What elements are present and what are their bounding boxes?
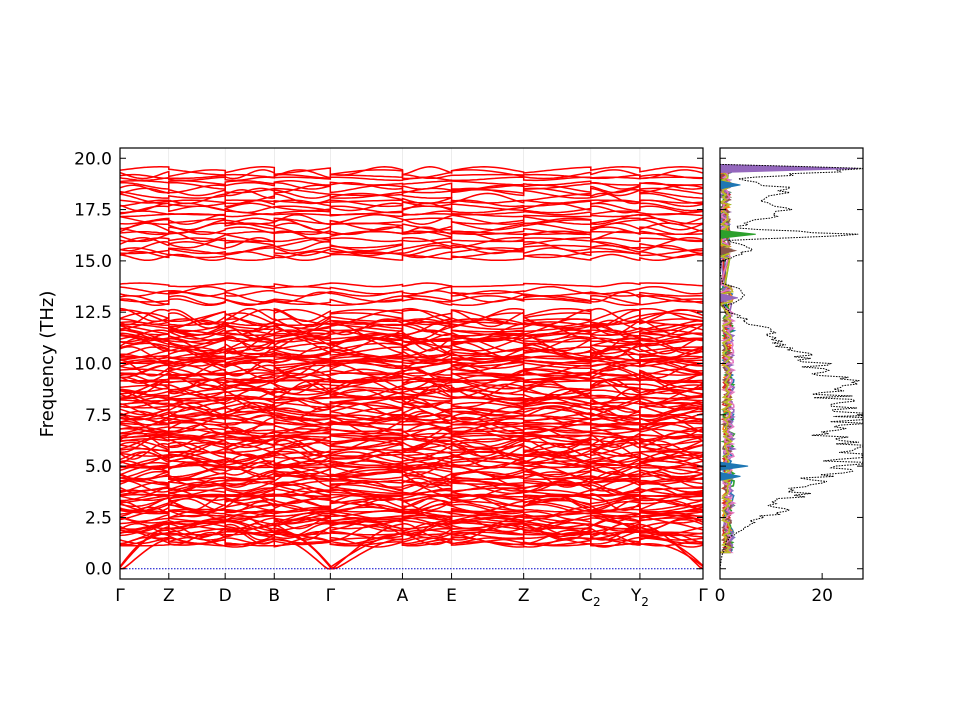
projected-dos-peak: [720, 164, 858, 174]
y-tick-label: 0.0: [85, 560, 112, 580]
band-line: [120, 219, 703, 231]
total-dos-line: [720, 163, 863, 569]
dos-x-tick-label: 0: [715, 586, 726, 606]
band-line: [120, 521, 703, 532]
band-y-axis-ticks: 0.0 2.5 5.0 7.5 10.0 12.5 15.0 17.5 20.0: [74, 149, 703, 580]
band-line: [120, 166, 703, 176]
band-line: [120, 187, 703, 197]
band-line: [120, 202, 703, 212]
y-tick-label: 15.0: [74, 252, 112, 272]
band-line: [120, 307, 703, 323]
band-line: [120, 493, 703, 502]
band-line: [120, 244, 703, 255]
y-axis-label: Frequency (THz): [37, 291, 58, 438]
x-tick-label: Z: [163, 586, 175, 606]
x-tick-label: A: [397, 586, 409, 606]
total-dos-curve: [720, 163, 863, 569]
y-tick-label: 7.5: [85, 406, 112, 426]
band-line: [120, 337, 703, 355]
band-line: [120, 388, 703, 405]
dos-x-axis-ticks: 0 20: [715, 573, 833, 606]
dos-plot-frame: [719, 147, 864, 580]
dos-y-axis-ticks: [720, 157, 863, 570]
y-tick-label: 12.5: [74, 303, 112, 323]
band-line: [120, 523, 703, 541]
projected-dos-peak: [720, 246, 738, 256]
band-lines: [120, 166, 703, 570]
band-line: [120, 462, 703, 475]
projected-dos-peak: [720, 471, 741, 481]
projected-dos: [720, 164, 858, 554]
band-line: [120, 481, 703, 495]
y-tick-label: 20.0: [74, 149, 112, 169]
band-line: [120, 426, 703, 441]
band-line: [120, 312, 703, 329]
band-line: [120, 289, 703, 297]
band-line: [120, 237, 703, 243]
band-line: [120, 454, 703, 467]
band-line: [120, 285, 703, 295]
x-tick-label: Γ: [698, 586, 708, 606]
band-line: [120, 499, 703, 513]
band-line: [120, 510, 703, 517]
band-structure-plot: 0.0 2.5 5.0 7.5 10.0 12.5 15.0 17.5 20.0 Γ Z D B Γ A E…: [37, 147, 708, 609]
projected-dos-curve: [720, 170, 734, 554]
x-tick-label: D: [219, 586, 232, 606]
band-line: [120, 253, 703, 262]
x-tick-label: C2: [581, 586, 601, 609]
band-line: [120, 436, 703, 451]
projected-dos-peak: [720, 461, 749, 471]
x-tick-label: Y2: [630, 586, 649, 609]
projected-dos-peak: [720, 229, 756, 239]
band-line: [120, 241, 703, 252]
dos-x-tick-label: 20: [811, 586, 833, 606]
dos-plot: 0 20: [715, 147, 864, 606]
band-line: [120, 217, 703, 225]
y-tick-label: 17.5: [74, 201, 112, 221]
band-line: [120, 199, 703, 204]
band-line: [120, 368, 703, 377]
band-line: [120, 176, 703, 182]
y-tick-label: 2.5: [85, 508, 112, 528]
high-symmetry-lines: [168, 148, 641, 579]
projected-dos-peak: [720, 180, 741, 190]
y-tick-label: 10.0: [74, 355, 112, 375]
band-line: [120, 337, 703, 352]
band-line: [120, 410, 703, 422]
x-tick-label: Γ: [326, 586, 336, 606]
x-tick-label: Z: [518, 586, 530, 606]
band-line: [120, 181, 703, 190]
projected-dos-peak: [720, 293, 738, 303]
band-line: [120, 180, 703, 186]
band-line: [120, 360, 703, 372]
band-line: [120, 414, 703, 421]
x-tick-label: Γ: [115, 586, 125, 606]
y-tick-label: 5.0: [85, 457, 112, 477]
x-tick-label: B: [268, 586, 280, 606]
band-line: [120, 420, 703, 435]
band-line: [120, 214, 703, 225]
band-line: [120, 329, 703, 342]
band-line: [120, 282, 703, 288]
band-line: [120, 199, 703, 208]
x-tick-label: E: [446, 586, 457, 606]
